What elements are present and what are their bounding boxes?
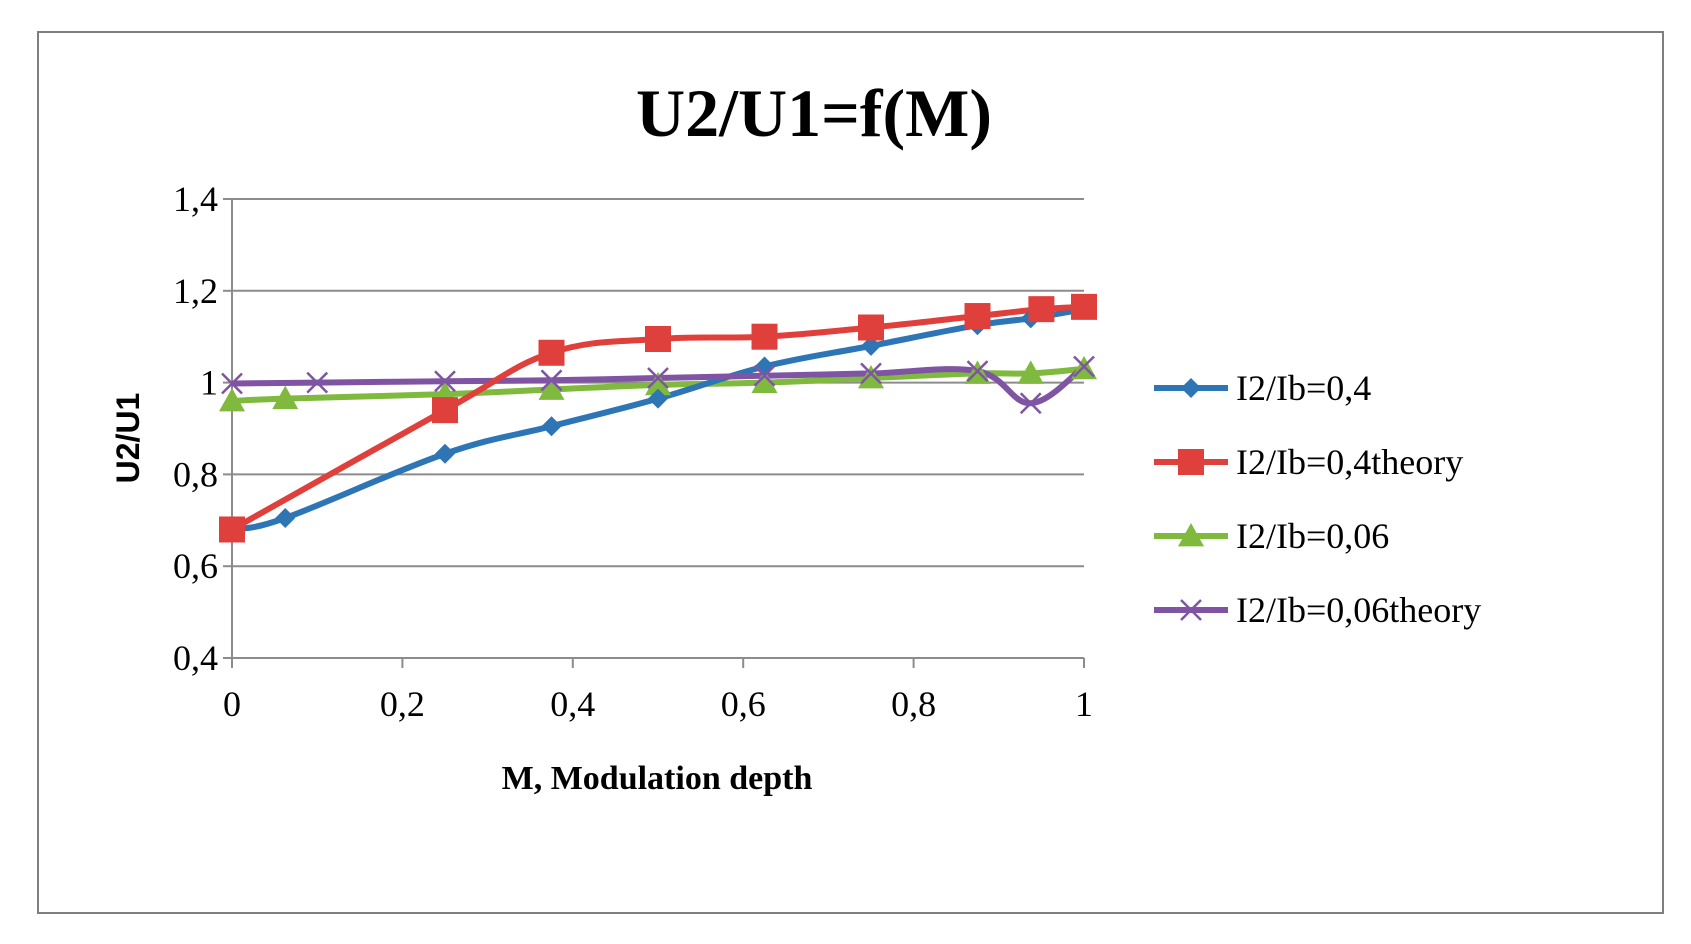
legend-entry: I2/Ib=0,06theory (1154, 590, 1481, 630)
y-tick-label: 0,4 (173, 638, 218, 678)
x-tick-label: 1 (1075, 684, 1093, 724)
data-point (1073, 355, 1095, 378)
y-axis-title: U2/U1 (110, 393, 146, 484)
data-point (432, 397, 458, 424)
data-point (219, 387, 245, 412)
data-point (541, 416, 562, 437)
data-point (964, 303, 991, 330)
legend-swatch-marker (1178, 449, 1204, 475)
chart-frame: U2/U1=f(M) 0,4 0,6 0,8 1 1,2 1,4 0 0,2 0,4 0,6 0,8… (37, 31, 1664, 914)
data-point (306, 371, 329, 394)
y-tick-label: 0,6 (173, 546, 218, 586)
y-tick-label: 1,2 (173, 271, 218, 311)
data-point (540, 369, 563, 392)
data-point (1071, 293, 1097, 320)
data-point (966, 360, 989, 383)
data-point (861, 335, 881, 356)
gridlines (232, 198, 1084, 659)
data-point (272, 385, 299, 410)
y-tick-label: 0,8 (173, 454, 218, 494)
legend-label: I2/Ib=0,06 (1236, 516, 1389, 556)
data-point (434, 370, 456, 393)
legend-entry: I2/Ib=0,4 (1154, 368, 1371, 408)
data-point (751, 323, 778, 350)
data-point (648, 388, 668, 409)
legend-label: I2/Ib=0,4 (1236, 368, 1371, 408)
x-tick-label: 0,8 (891, 684, 936, 724)
data-point (538, 376, 565, 400)
data-point (1017, 360, 1044, 384)
x-tick-label: 0 (223, 684, 241, 724)
legend-swatch-marker (1180, 599, 1202, 621)
legend-entry: I2/Ib=0,06 (1154, 516, 1389, 556)
data-point (858, 365, 884, 389)
data-point (647, 367, 669, 389)
x-tick-label: 0,2 (380, 684, 425, 724)
series-line (231, 364, 1086, 407)
y-tick-label: 1 (200, 363, 218, 403)
line-chart: U2/U1=f(M) 0,4 0,6 0,8 1 1,2 1,4 0 0,2 0,4 0,6 0,8… (110, 75, 1481, 797)
legend-swatch-marker (1181, 378, 1201, 398)
series-markers (219, 293, 1097, 543)
x-tick-label: 0,4 (550, 684, 595, 724)
data-point (645, 371, 671, 396)
legend-label: I2/Ib=0,06theory (1236, 590, 1481, 630)
legend-label: I2/Ib=0,4theory (1236, 442, 1463, 482)
data-point (751, 369, 778, 393)
x-axis-title: M, Modulation depth (502, 760, 813, 797)
axes: 0,4 0,6 0,8 1 1,2 1,4 0 0,2 0,4 0,6 0,8 1 (173, 179, 1093, 724)
x-tick-label: 0,6 (721, 684, 766, 724)
y-tick-label: 1,4 (173, 179, 218, 219)
legend-entry: I2/Ib=0,4theory (1154, 442, 1463, 482)
legend-swatch-marker (1178, 523, 1204, 547)
data-point (860, 362, 882, 385)
data-point (221, 372, 243, 395)
data-point (1019, 392, 1042, 415)
data-point (645, 325, 671, 352)
data-point (858, 314, 884, 341)
data-point (275, 508, 296, 529)
chart-title: U2/U1=f(M) (636, 75, 992, 151)
data-point (538, 339, 565, 366)
legend: I2/Ib=0,4 I2/Ib=0,4theory I2/Ib=0,06 I2/Ib=… (1154, 368, 1481, 630)
data-point (753, 364, 776, 387)
data-point (435, 443, 455, 464)
data-point (219, 516, 245, 543)
data-point (1028, 296, 1055, 323)
